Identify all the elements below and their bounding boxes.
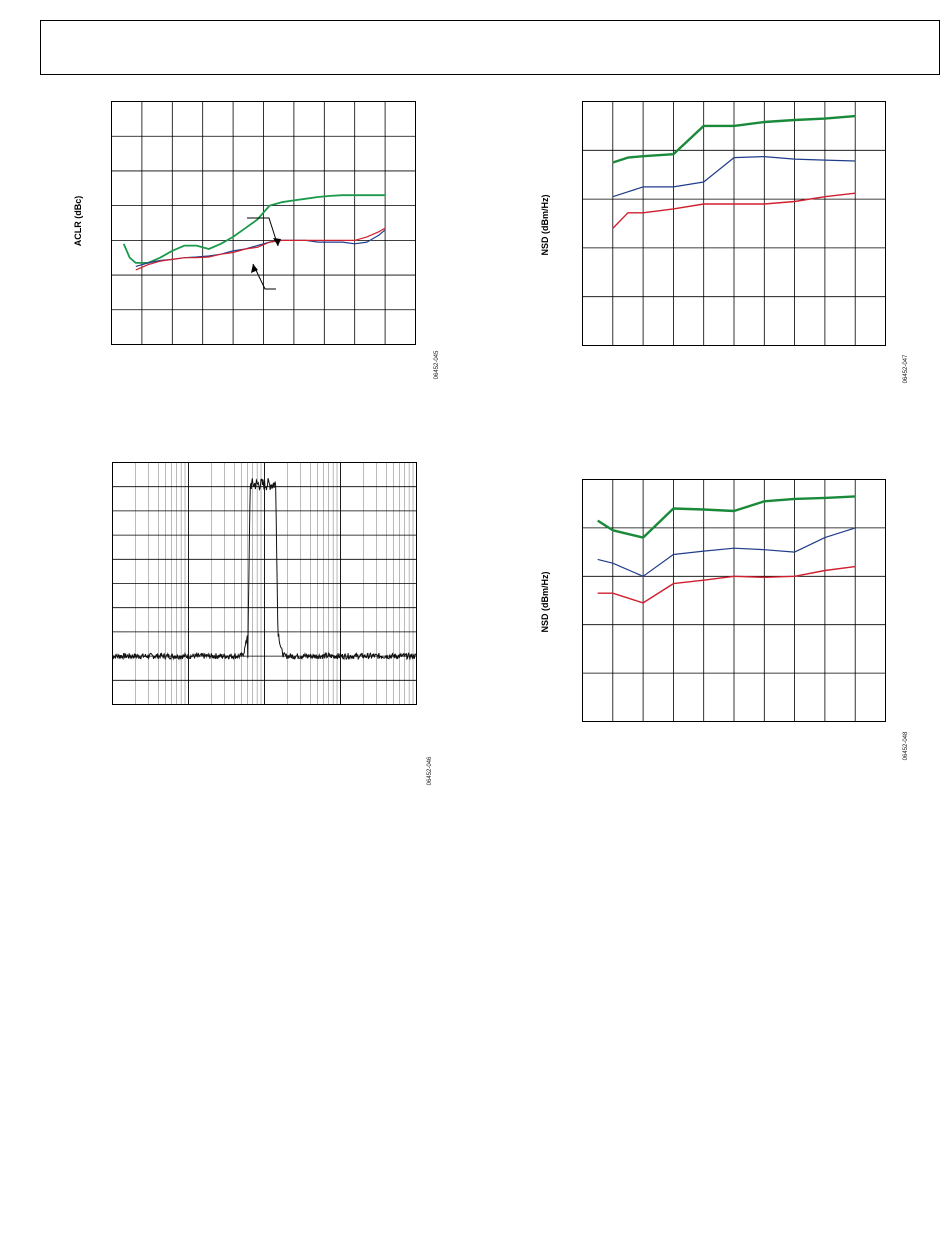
- aclr-frame: [111, 101, 416, 345]
- page-header-box: [40, 20, 940, 75]
- nsd-top-frame: [582, 101, 886, 346]
- nsd-bottom-ylabel: NSD (dBm/Hz): [540, 571, 550, 633]
- aclr-figure-id: 06452-045: [434, 350, 440, 380]
- nsd-top-chart: [582, 101, 886, 346]
- aclr-leader-lower: [252, 263, 276, 290]
- aclr-series-1-line: [122, 194, 386, 264]
- nsd-bottom-plot-area: [582, 479, 886, 722]
- spectrum-series-1-line: [112, 478, 417, 661]
- nsd-bottom-figure-id: 06452-048: [903, 731, 909, 761]
- spectrum-figure-id: 06452-046: [427, 756, 433, 786]
- aclr-annotation-leaders: [247, 217, 279, 290]
- aclr-series-2-line: [135, 229, 386, 267]
- nsd-bottom-series-3-line: [597, 565, 856, 604]
- aclr-leader-upper: [247, 217, 279, 247]
- nsd-top-figure-id: 06452-047: [903, 354, 909, 384]
- aclr-ylabel: ACLR (dBc): [73, 195, 83, 247]
- nsd-top-series-3-line: [612, 192, 856, 229]
- nsd-bottom-series-1-line: [597, 495, 856, 539]
- nsd-top-series-1-line: [612, 114, 856, 164]
- spectrum-plot-area: [112, 462, 417, 705]
- aclr-plot-area: [111, 101, 416, 345]
- aclr-series-3-line: [135, 227, 386, 271]
- nsd-top-series-2-line: [612, 155, 856, 198]
- nsd-bottom-frame: [582, 479, 886, 722]
- aclr-leader-upper-arrow: [273, 238, 281, 246]
- nsd-top-ylabel: NSD (dBm/Hz): [540, 194, 550, 256]
- aclr-leader-lower-arrow: [251, 264, 258, 273]
- nsd-bottom-series-2-line: [597, 527, 856, 577]
- aclr-chart: [111, 101, 416, 345]
- nsd-top-plot-area: [582, 101, 886, 346]
- nsd-bottom-chart: [582, 479, 886, 722]
- spectrum-chart: [112, 462, 417, 705]
- spectrum-frame: [112, 462, 417, 705]
